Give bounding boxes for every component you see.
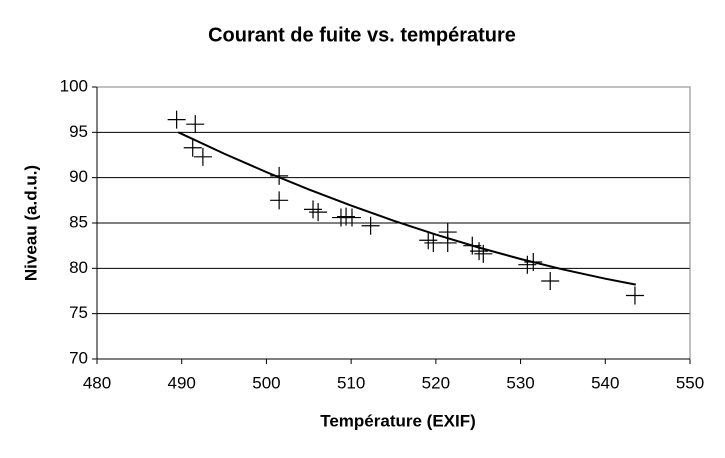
chart-title: Courant de fuite vs. température: [208, 24, 516, 46]
data-point: [470, 242, 489, 261]
data-point: [309, 203, 328, 222]
y-tick-label: 90: [69, 167, 88, 186]
x-tick-label: 540: [591, 373, 619, 392]
x-tick-label: 550: [676, 373, 704, 392]
y-tick-label: 95: [69, 122, 88, 141]
data-point: [361, 216, 380, 235]
data-point: [625, 286, 644, 305]
data-point: [419, 231, 438, 250]
y-tick-label: 75: [69, 303, 88, 322]
x-tick-label: 530: [506, 373, 534, 392]
x-tick-label: 510: [337, 373, 365, 392]
x-axis-label: Température (EXIF): [320, 411, 476, 430]
x-tick-label: 490: [168, 373, 196, 392]
y-tick-label: 85: [69, 212, 88, 231]
y-tick-label: 100: [60, 76, 88, 95]
data-point: [186, 115, 205, 134]
data-point: [167, 110, 186, 129]
data-point: [270, 191, 289, 210]
data-point: [193, 147, 212, 166]
data-point: [438, 233, 457, 252]
y-tick-label: 70: [69, 348, 88, 367]
y-axis-label: Niveau (a.d.u.): [21, 165, 40, 281]
data-point: [183, 138, 202, 157]
x-tick-label: 520: [422, 373, 450, 392]
trend-line: [177, 131, 636, 286]
data-point: [304, 200, 323, 219]
x-tick-label: 500: [252, 373, 280, 392]
x-tick-label: 480: [83, 373, 111, 392]
y-tick-label: 80: [69, 258, 88, 277]
data-point: [541, 272, 560, 291]
data-point: [342, 208, 361, 227]
